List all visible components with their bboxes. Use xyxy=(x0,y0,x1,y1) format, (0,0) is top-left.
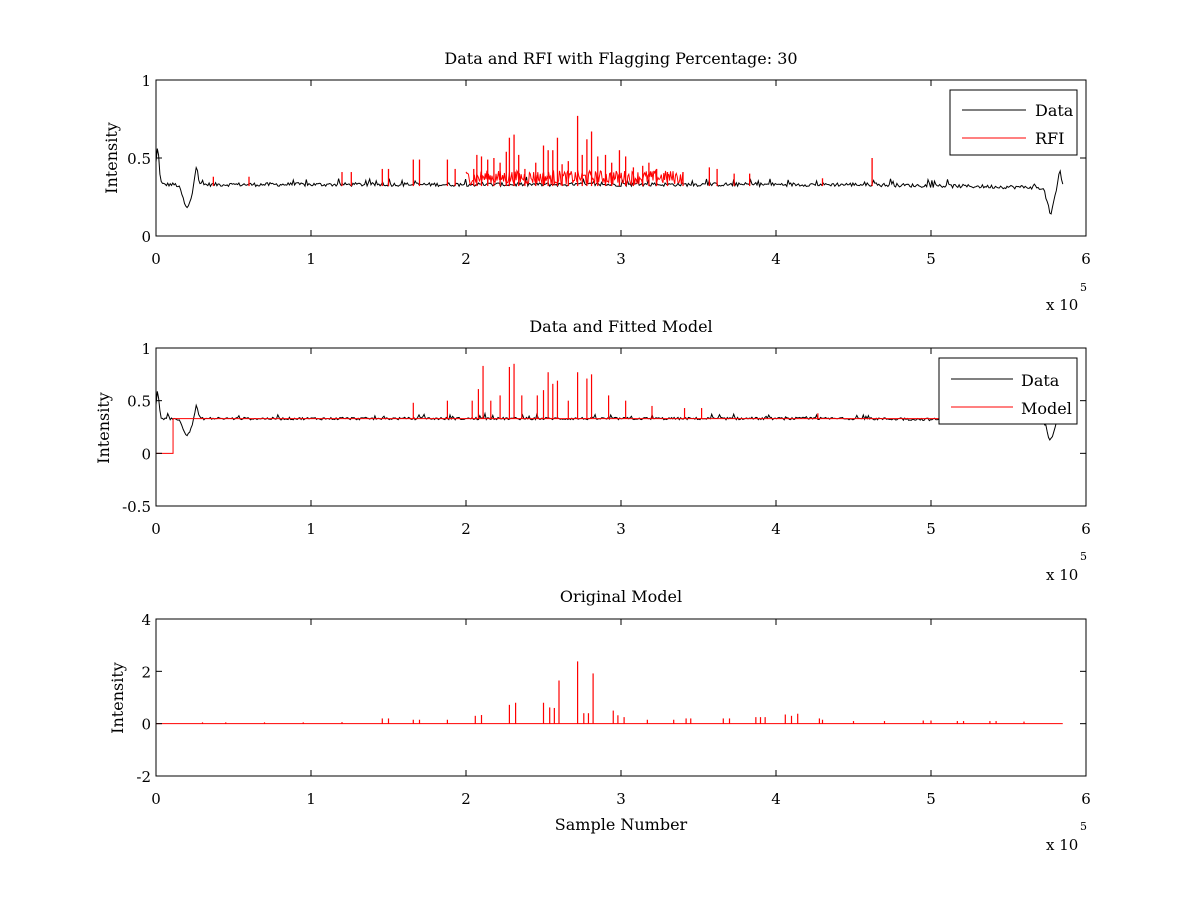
x-tick-label: 6 xyxy=(1081,790,1091,808)
y-axis-label: Intensity xyxy=(94,392,113,464)
x-tick-label: 2 xyxy=(461,520,471,538)
y-axis-label: Intensity xyxy=(108,662,127,734)
exponent-power: 5 xyxy=(1080,550,1087,563)
rfi-band xyxy=(465,169,684,187)
x-tick-label: 4 xyxy=(771,250,781,268)
y-tick-label: 0 xyxy=(141,716,151,734)
exponent-label: x 10 5 xyxy=(1046,281,1087,314)
x-tick-label: 3 xyxy=(616,790,626,808)
x-tick-label: 6 xyxy=(1081,520,1091,538)
panel-title: Data and RFI with Flagging Percentage: 3… xyxy=(444,49,797,68)
model-baseline xyxy=(156,418,1055,454)
exponent-label: x 10 5 xyxy=(1046,550,1087,584)
y-tick-label: 4 xyxy=(141,611,151,629)
x-tick-label: 3 xyxy=(616,520,626,538)
x-tick-label: 0 xyxy=(151,520,161,538)
exponent-label: x 10 5 xyxy=(1046,820,1087,854)
x-axis-label: Sample Number xyxy=(555,815,688,834)
exponent-power: 5 xyxy=(1080,281,1087,294)
panel-rfi: Data and RFI with Flagging Percentage: 3… xyxy=(102,49,1091,314)
ticks-layer: 0 1 2 3 4 5 6 0 0.5 1 xyxy=(127,72,1091,268)
y-tick-label: 1 xyxy=(141,340,151,358)
x-tick-label: 3 xyxy=(616,250,626,268)
y-tick-label: 0.5 xyxy=(127,393,151,411)
x-tick-label: 1 xyxy=(306,790,316,808)
x-tick-label: 0 xyxy=(151,790,161,808)
exponent-power: 5 xyxy=(1080,820,1087,833)
y-axis-label: Intensity xyxy=(102,122,121,194)
exponent-base: x 10 xyxy=(1046,836,1078,854)
y-tick-label: 0.5 xyxy=(127,150,151,168)
x-tick-label: 2 xyxy=(461,790,471,808)
y-tick-label: 0 xyxy=(141,228,151,246)
series-layer xyxy=(155,363,1064,454)
x-tick-label: 6 xyxy=(1081,250,1091,268)
x-tick-label: 1 xyxy=(306,250,316,268)
x-tick-label: 4 xyxy=(771,520,781,538)
x-tick-label: 5 xyxy=(926,790,936,808)
series-layer xyxy=(156,661,1063,725)
panel-fitted-model: Data and Fitted Model Intensity 0 1 2 3 4 5 6 -… xyxy=(94,317,1091,584)
legend-label-data: Data xyxy=(1021,371,1060,390)
y-tick-label: -2 xyxy=(136,768,151,786)
legend[interactable]: Data Model xyxy=(938,357,1078,425)
x-tick-label: 4 xyxy=(771,790,781,808)
x-tick-label: 1 xyxy=(306,520,316,538)
x-tick-label: 0 xyxy=(151,250,161,268)
panel-title: Original Model xyxy=(560,587,682,606)
y-tick-label: 1 xyxy=(141,72,151,90)
legend-label-model: Model xyxy=(1021,399,1072,418)
legend-label-rfi: RFI xyxy=(1035,129,1064,148)
legend-label-data: Data xyxy=(1035,101,1074,120)
panel-title: Data and Fitted Model xyxy=(529,317,712,336)
x-tick-label: 5 xyxy=(926,250,936,268)
exponent-base: x 10 xyxy=(1046,296,1078,314)
series-line-data xyxy=(155,148,1064,215)
legend[interactable]: Data RFI xyxy=(949,89,1078,156)
ticks-layer: 0 1 2 3 4 5 6-0.500.51 xyxy=(122,340,1091,538)
legend-box xyxy=(949,89,1078,156)
series-layer xyxy=(155,115,1064,215)
x-tick-label: 5 xyxy=(926,520,936,538)
y-tick-label: -0.5 xyxy=(122,498,151,516)
x-tick-label: 2 xyxy=(461,250,471,268)
y-tick-label: 2 xyxy=(141,663,151,681)
legend-box xyxy=(938,357,1078,425)
exponent-base: x 10 xyxy=(1046,566,1078,584)
y-tick-label: 0 xyxy=(141,445,151,463)
